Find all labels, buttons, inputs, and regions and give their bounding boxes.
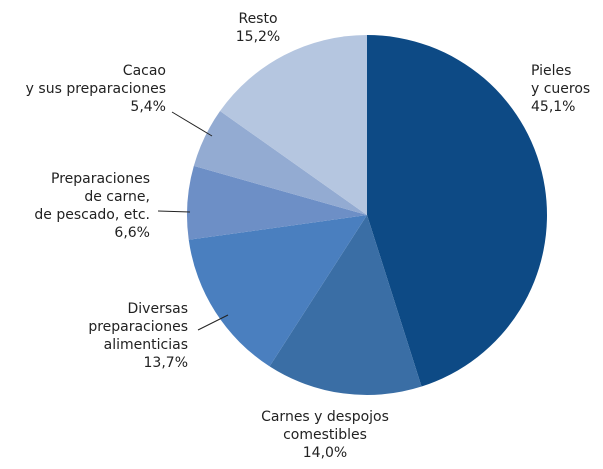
value-label: 13,7%: [143, 355, 188, 371]
category-label: Pieles y cueros: [531, 63, 591, 97]
leader-line: [171, 111, 213, 137]
leader-line: [157, 210, 191, 213]
value-label: 5,4%: [130, 99, 166, 115]
pie-slice: [220, 35, 367, 215]
category-label: Preparaciones de carne, de pescado, etc.: [34, 171, 150, 223]
pie-slice: [193, 111, 367, 215]
slice-label: Pieles y cueros 45,1%: [531, 62, 603, 116]
value-label: 14,0%: [302, 445, 348, 461]
category-label: Cacao y sus preparaciones: [25, 63, 166, 97]
slice-label: Diversas preparaciones alimenticias 13,7%: [38, 300, 188, 372]
value-label: 45,1%: [531, 99, 576, 115]
value-label: 6,6%: [114, 225, 150, 241]
category-label: Resto: [238, 11, 278, 27]
pie-slice: [188, 215, 367, 367]
slice-label: Resto 15,2%: [198, 10, 318, 46]
slice-label: Cacao y sus preparaciones 5,4%: [0, 62, 166, 116]
category-label: Carnes y despojos comestibles: [261, 409, 389, 443]
value-label: 15,2%: [235, 29, 281, 45]
pie-slice: [187, 165, 367, 240]
category-label: Diversas preparaciones alimenticias: [88, 301, 188, 353]
pie-slice: [367, 35, 547, 387]
leader-line: [197, 314, 229, 331]
slice-label: Carnes y despojos comestibles 14,0%: [215, 408, 435, 462]
slice-label: Preparaciones de carne, de pescado, etc.…: [0, 170, 150, 242]
pie-slice: [269, 215, 422, 395]
